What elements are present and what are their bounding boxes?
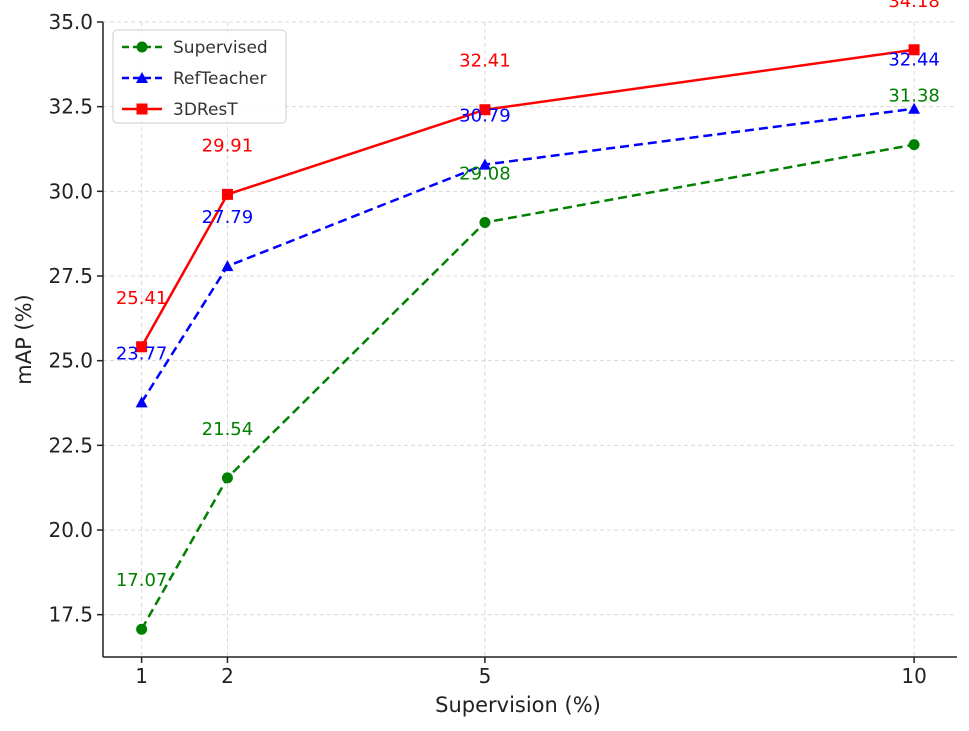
data-label-3drest: 25.41 xyxy=(116,288,168,309)
data-label-supervised: 31.38 xyxy=(888,86,940,107)
y-tick-label: 35.0 xyxy=(48,10,93,34)
data-label-supervised: 21.54 xyxy=(202,419,254,440)
legend-box xyxy=(112,29,287,124)
legend: Supervised RefTeacher 3DResT xyxy=(112,29,287,124)
x-tick-label: 2 xyxy=(221,664,234,688)
data-label-refteacher: 23.77 xyxy=(116,343,168,364)
series-line-supervised xyxy=(140,143,915,630)
data-point-3drest xyxy=(908,44,920,56)
data-point-3drest xyxy=(479,104,491,116)
series-line-refteacher xyxy=(140,107,915,403)
data-label-refteacher: 30.79 xyxy=(459,106,511,127)
data-label-refteacher: 32.44 xyxy=(888,50,940,71)
y-tick-label: 20.0 xyxy=(48,518,93,542)
y-tick-label: 32.5 xyxy=(48,95,93,119)
y-tick-label: 17.5 xyxy=(48,603,93,627)
data-label-refteacher: 27.79 xyxy=(202,207,254,228)
data-point-refteacher xyxy=(478,158,491,170)
data-point-3drest xyxy=(136,341,148,353)
y-tick-label: 30.0 xyxy=(48,179,93,203)
data-labels: 17.07 21.54 29.08 31.38 23.77 27.79 30.79 32.44… xyxy=(116,0,940,591)
series-group xyxy=(135,44,921,635)
legend-marker-3drest xyxy=(136,103,148,115)
legend-label-supervised: Supervised xyxy=(173,38,268,58)
axes: 17.5 20.0 22.5 25.0 27.5 30.0 32.5 35.0 1 2 5 10 Sup… xyxy=(12,10,957,717)
x-axis-title: Supervision (%) xyxy=(435,693,601,717)
x-tick-label: 1 xyxy=(135,664,148,688)
data-label-supervised: 17.07 xyxy=(116,570,168,591)
x-tick-label: 5 xyxy=(479,664,492,688)
data-label-3drest: 29.91 xyxy=(202,135,254,156)
data-point-supervised xyxy=(908,139,920,151)
data-point-supervised xyxy=(479,216,491,228)
data-point-refteacher xyxy=(908,102,921,114)
data-label-supervised: 29.08 xyxy=(459,163,511,184)
legend-marker-supervised xyxy=(136,41,148,53)
data-label-3drest: 32.41 xyxy=(459,51,511,72)
y-tick-label: 22.5 xyxy=(48,433,93,457)
data-point-refteacher xyxy=(221,260,234,272)
legend-label-refteacher: RefTeacher xyxy=(173,69,266,89)
data-label-3drest: 34.18 xyxy=(888,0,940,12)
data-point-refteacher xyxy=(135,396,148,408)
y-tick-label: 25.0 xyxy=(48,349,93,373)
data-point-3drest xyxy=(221,188,233,200)
legend-label-3drest: 3DResT xyxy=(173,100,238,120)
y-axis-title: mAP (%) xyxy=(12,294,36,385)
legend-marker-refteacher xyxy=(136,72,148,83)
data-point-supervised xyxy=(221,472,233,484)
data-point-supervised xyxy=(136,623,148,635)
x-tick-label: 10 xyxy=(901,664,926,688)
y-tick-label: 27.5 xyxy=(48,264,93,288)
series-line-3drest xyxy=(140,48,915,348)
